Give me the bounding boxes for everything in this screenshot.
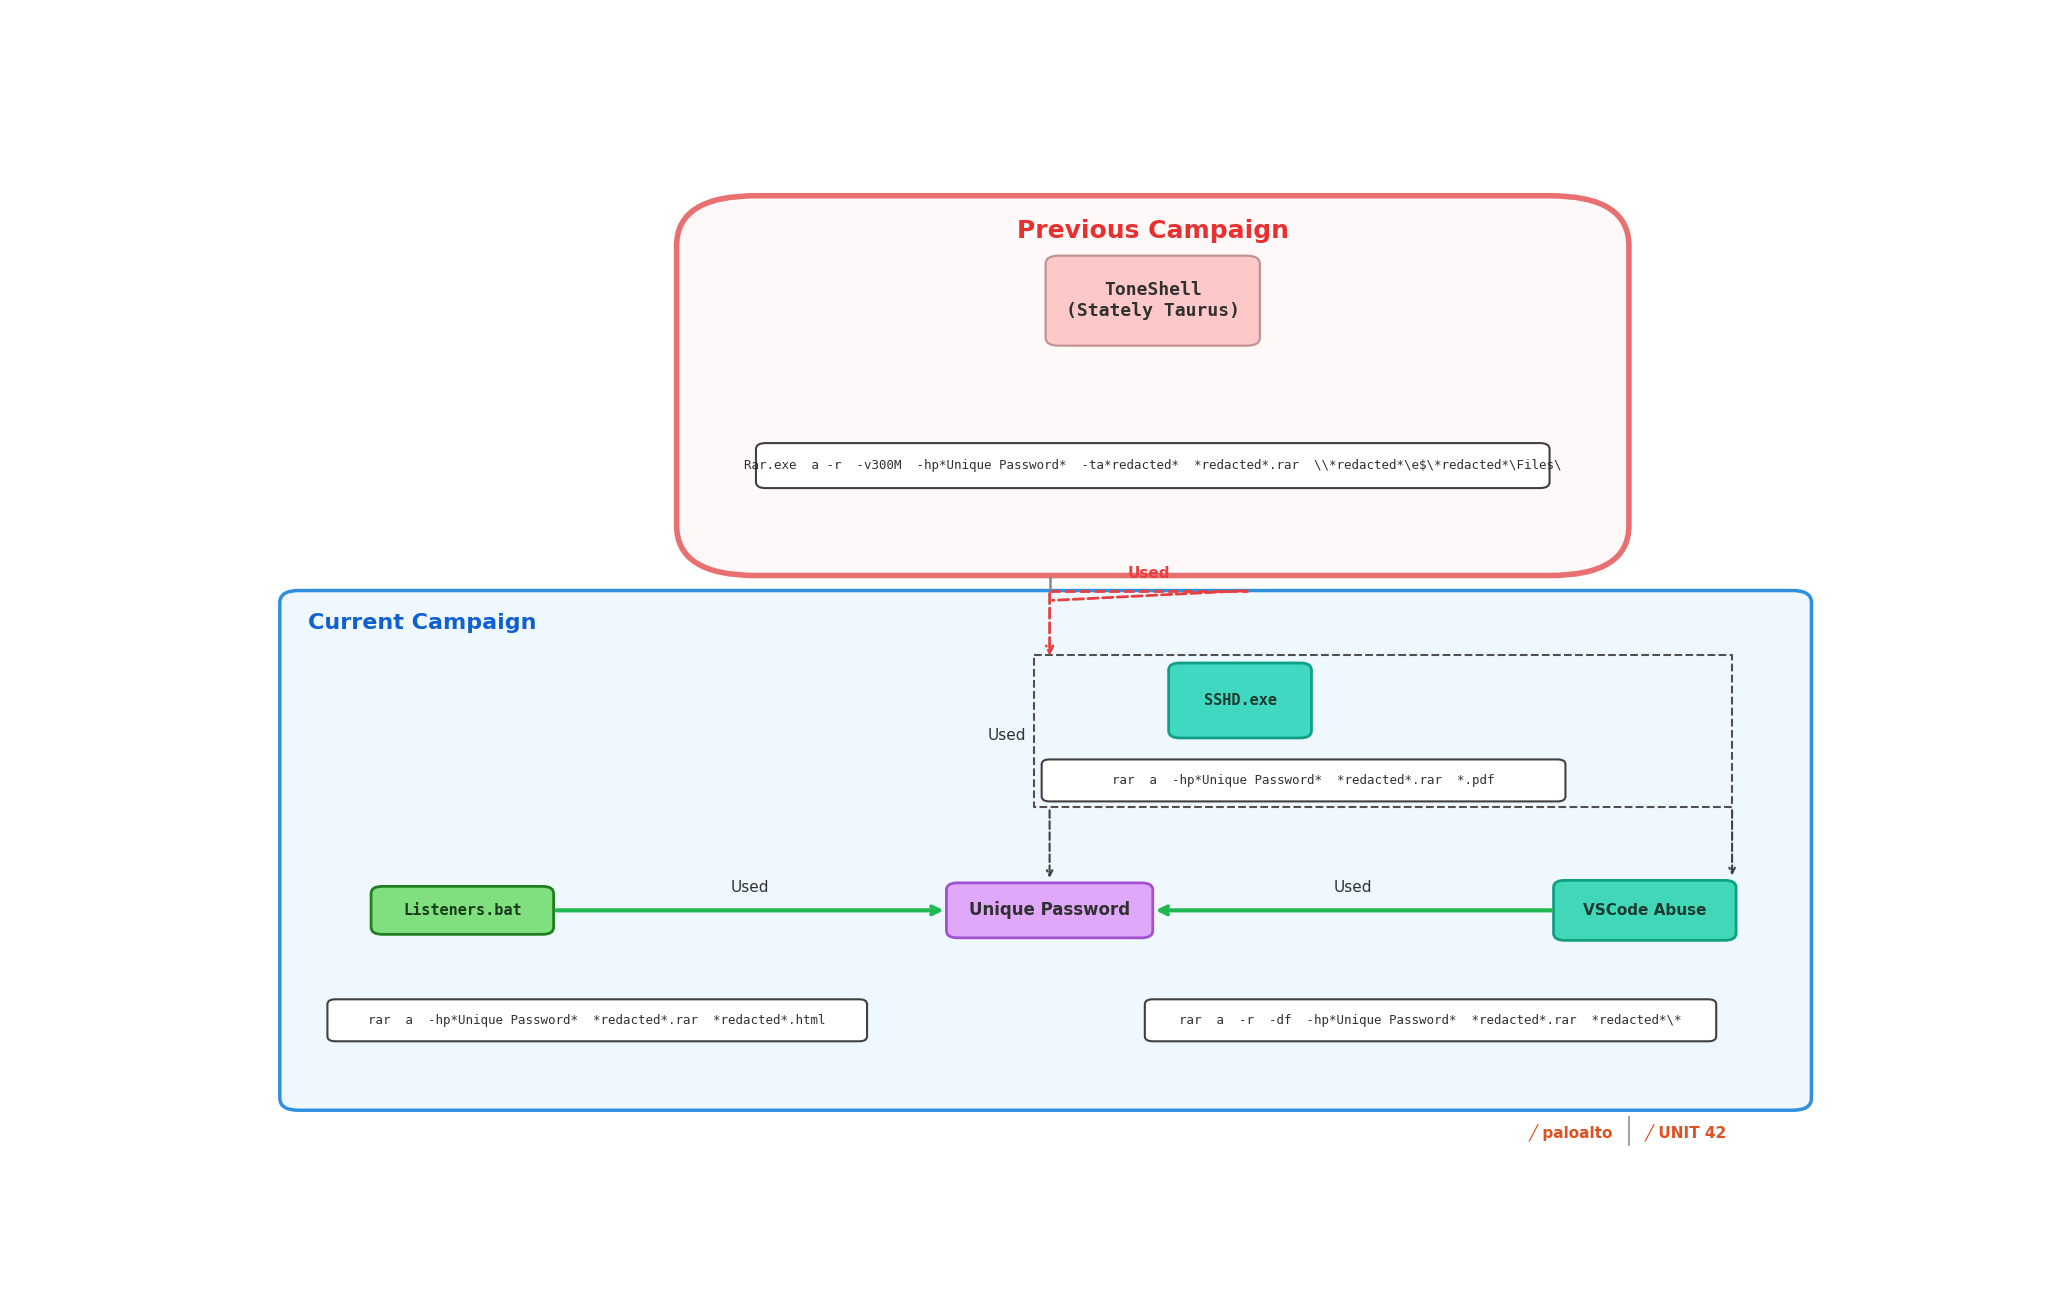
Text: Unique Password: Unique Password xyxy=(969,901,1130,919)
Text: ╱ UNIT 42: ╱ UNIT 42 xyxy=(1645,1124,1726,1142)
FancyBboxPatch shape xyxy=(1169,663,1311,739)
FancyBboxPatch shape xyxy=(1047,256,1260,345)
Text: Used: Used xyxy=(987,728,1026,742)
FancyBboxPatch shape xyxy=(371,887,553,935)
Text: ╱ paloalto: ╱ paloalto xyxy=(1528,1124,1614,1142)
FancyBboxPatch shape xyxy=(1554,880,1737,940)
Text: rar  a  -hp*Unique Password*  *redacted*.rar  *redacted*.html: rar a -hp*Unique Password* *redacted*.ra… xyxy=(369,1014,825,1027)
FancyBboxPatch shape xyxy=(946,883,1153,938)
Text: Listeners.bat: Listeners.bat xyxy=(403,903,522,918)
Text: VSCode Abuse: VSCode Abuse xyxy=(1583,903,1706,918)
Text: Used: Used xyxy=(731,880,770,896)
Text: rar  a  -r  -df  -hp*Unique Password*  *redacted*.rar  *redacted*\*: rar a -r -df -hp*Unique Password* *redac… xyxy=(1180,1014,1681,1027)
Text: rar  a  -hp*Unique Password*  *redacted*.rar  *.pdf: rar a -hp*Unique Password* *redacted*.ra… xyxy=(1112,774,1495,787)
FancyBboxPatch shape xyxy=(281,591,1810,1110)
Text: Used: Used xyxy=(1333,880,1372,896)
FancyBboxPatch shape xyxy=(1042,759,1565,801)
Text: Current Campaign: Current Campaign xyxy=(309,613,537,632)
FancyBboxPatch shape xyxy=(676,196,1628,575)
FancyBboxPatch shape xyxy=(1145,999,1716,1041)
FancyBboxPatch shape xyxy=(756,443,1550,488)
Text: Rar.exe  a -r  -v300M  -hp*Unique Password*  -ta*redacted*  *redacted*.rar  \\*r: Rar.exe a -r -v300M -hp*Unique Password*… xyxy=(743,459,1561,472)
Text: SSHD.exe: SSHD.exe xyxy=(1204,693,1276,707)
FancyBboxPatch shape xyxy=(328,999,866,1041)
Text: Previous Campaign: Previous Campaign xyxy=(1016,219,1288,243)
Text: ToneShell
(Stately Taurus): ToneShell (Stately Taurus) xyxy=(1065,282,1239,321)
Text: Used: Used xyxy=(1128,566,1169,580)
